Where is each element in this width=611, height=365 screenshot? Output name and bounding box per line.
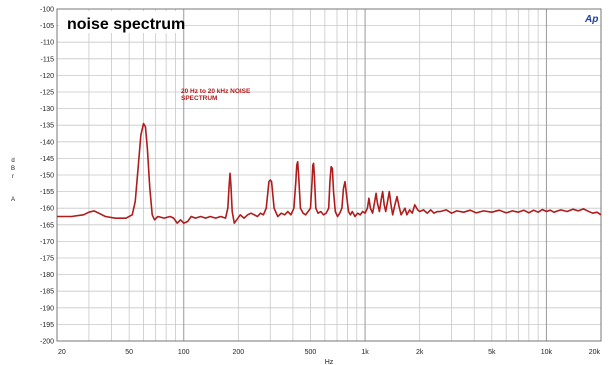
y-tick-label: -145	[40, 156, 54, 163]
x-axis-label: Hz	[325, 359, 334, 365]
y-axis-label-char-1: d	[11, 158, 14, 164]
x-tick-label: 500	[305, 349, 317, 356]
grid-lines	[56, 8, 602, 342]
x-tick-label: 20k	[589, 349, 601, 356]
y-tick-label: -120	[40, 73, 54, 80]
y-tick-labels: -100 -105 -110 -115 -120 -125 -130 -135 -140 -145…	[40, 7, 54, 346]
annotation-line-2: SPECTRUM	[181, 95, 217, 102]
annotation-line-1: 20 Hz to 20 kHz NOISE	[181, 88, 251, 95]
x-tick-label: 1k	[361, 349, 369, 356]
y-tick-label: -185	[40, 289, 54, 296]
y-tick-label: -195	[40, 322, 54, 329]
title-background	[59, 11, 183, 33]
y-tick-label: -150	[40, 173, 54, 180]
x-tick-label: 2k	[416, 349, 424, 356]
y-tick-label: -160	[40, 206, 54, 213]
x-tick-label: 50	[125, 349, 133, 356]
y-tick-label: -135	[40, 123, 54, 130]
chart-title: noise spectrum	[67, 16, 185, 33]
x-tick-label: 10k	[541, 349, 553, 356]
y-tick-label: -105	[40, 23, 54, 30]
y-tick-label: -200	[40, 339, 54, 346]
y-tick-label: -100	[40, 7, 54, 14]
y-tick-label: -115	[41, 56, 55, 63]
y-tick-label: -170	[40, 239, 54, 246]
y-tick-label: -140	[40, 139, 54, 146]
y-axis-label-char-2: B	[11, 166, 15, 172]
ap-logo: Ap	[584, 14, 598, 25]
x-tick-label: 5k	[488, 349, 496, 356]
y-tick-label: -165	[40, 222, 54, 229]
y-axis-label-char-3: r	[12, 174, 14, 180]
y-tick-label: -125	[40, 90, 54, 97]
plot-frame	[56, 8, 602, 342]
y-tick-label: -130	[40, 106, 54, 113]
noise-series-line	[57, 122, 602, 224]
y-axis-label-char-4: A	[11, 197, 15, 203]
y-tick-label: -155	[40, 189, 54, 196]
y-tick-label: -180	[40, 272, 54, 279]
y-tick-label: -175	[40, 256, 54, 263]
y-tick-label: -190	[40, 305, 54, 312]
x-tick-labels: 20 50 100 200 500 1k 2k 5k 10k 20k	[58, 349, 600, 356]
y-tick-label: -110	[41, 40, 55, 47]
x-tick-label: 200	[232, 349, 244, 356]
x-tick-label: 20	[58, 349, 66, 356]
x-tick-label: 100	[178, 349, 190, 356]
